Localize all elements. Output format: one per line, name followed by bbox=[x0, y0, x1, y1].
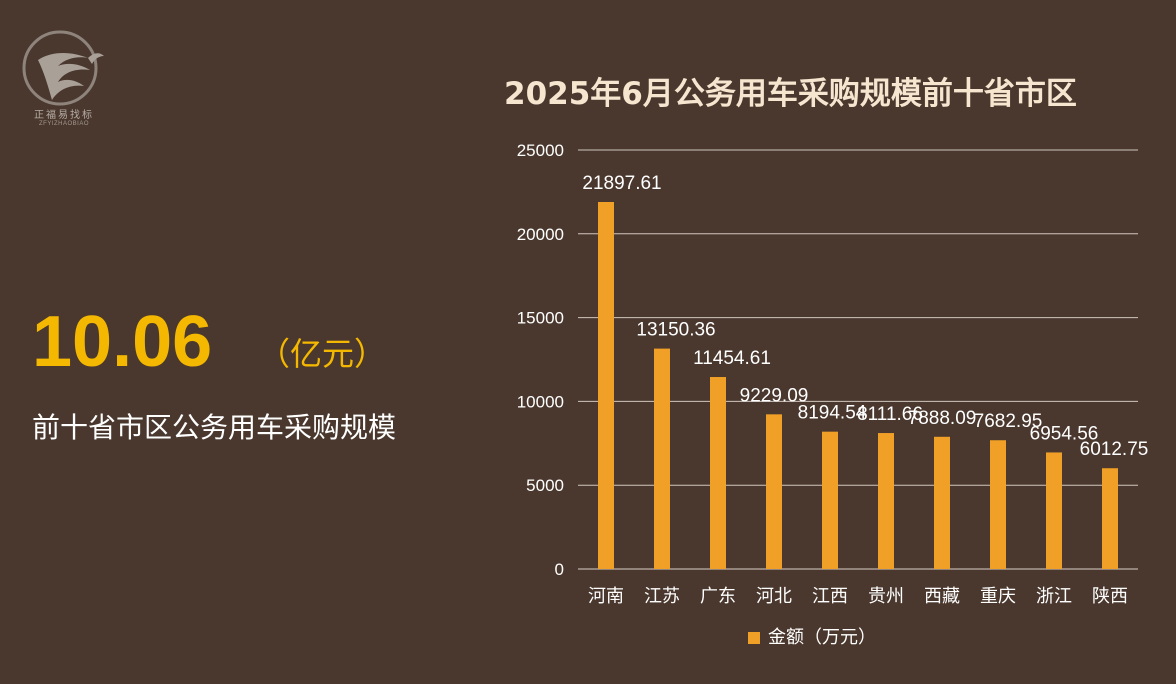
legend-label: 金额（万元） bbox=[768, 627, 876, 648]
data-label: 7888.09 bbox=[908, 408, 977, 429]
bar bbox=[822, 431, 838, 569]
data-label: 21897.61 bbox=[582, 173, 661, 194]
x-tick-label: 西藏 bbox=[924, 586, 960, 607]
bar bbox=[598, 201, 614, 569]
data-label: 6954.56 bbox=[1030, 423, 1099, 444]
bar bbox=[990, 440, 1006, 569]
summary-value: 10.06 bbox=[32, 302, 213, 382]
y-tick-label: 15000 bbox=[517, 309, 564, 328]
x-tick-label: 重庆 bbox=[980, 586, 1016, 607]
bar bbox=[710, 377, 726, 569]
bar bbox=[1046, 452, 1062, 569]
x-tick-label: 浙江 bbox=[1036, 586, 1072, 607]
logo-name-cn: 正福易找标 bbox=[34, 110, 94, 121]
bar bbox=[1102, 468, 1118, 569]
y-tick-label: 25000 bbox=[517, 141, 564, 160]
chart-legend: 金额（万元） bbox=[748, 626, 876, 650]
legend-swatch bbox=[748, 632, 760, 644]
summary-unit: （亿元） bbox=[258, 335, 387, 373]
chart-title: 2025年6月公务用车采购规模前十省市区 bbox=[504, 76, 1077, 112]
x-tick-label: 陕西 bbox=[1092, 586, 1128, 607]
data-label: 13150.36 bbox=[636, 320, 715, 341]
y-tick-label: 0 bbox=[555, 560, 564, 579]
x-tick-label: 河北 bbox=[756, 586, 792, 607]
data-label: 8194.54 bbox=[798, 403, 867, 424]
data-label: 8111.66 bbox=[857, 404, 923, 425]
data-label: 11454.61 bbox=[693, 348, 771, 369]
bar bbox=[654, 348, 670, 569]
x-tick-label: 贵州 bbox=[868, 586, 904, 607]
bar bbox=[934, 436, 950, 569]
x-tick-label: 江西 bbox=[812, 586, 848, 607]
y-tick-label: 20000 bbox=[517, 225, 564, 244]
data-label: 6012.75 bbox=[1080, 439, 1149, 460]
x-tick-label: 江苏 bbox=[644, 586, 680, 607]
bar bbox=[878, 433, 894, 569]
data-label: 7682.95 bbox=[974, 411, 1043, 432]
x-tick-label: 广东 bbox=[700, 586, 736, 607]
x-tick-label: 河南 bbox=[588, 586, 624, 607]
bar bbox=[766, 414, 782, 569]
logo-name-en: ZFYIZHAOBIAO bbox=[38, 121, 89, 127]
eagle-logo-icon bbox=[22, 30, 104, 106]
summary-label: 前十省市区公务用车采购规模 bbox=[32, 411, 397, 444]
y-tick-label: 10000 bbox=[517, 392, 564, 411]
y-tick-label: 5000 bbox=[526, 476, 564, 495]
data-label: 9229.09 bbox=[740, 385, 809, 406]
